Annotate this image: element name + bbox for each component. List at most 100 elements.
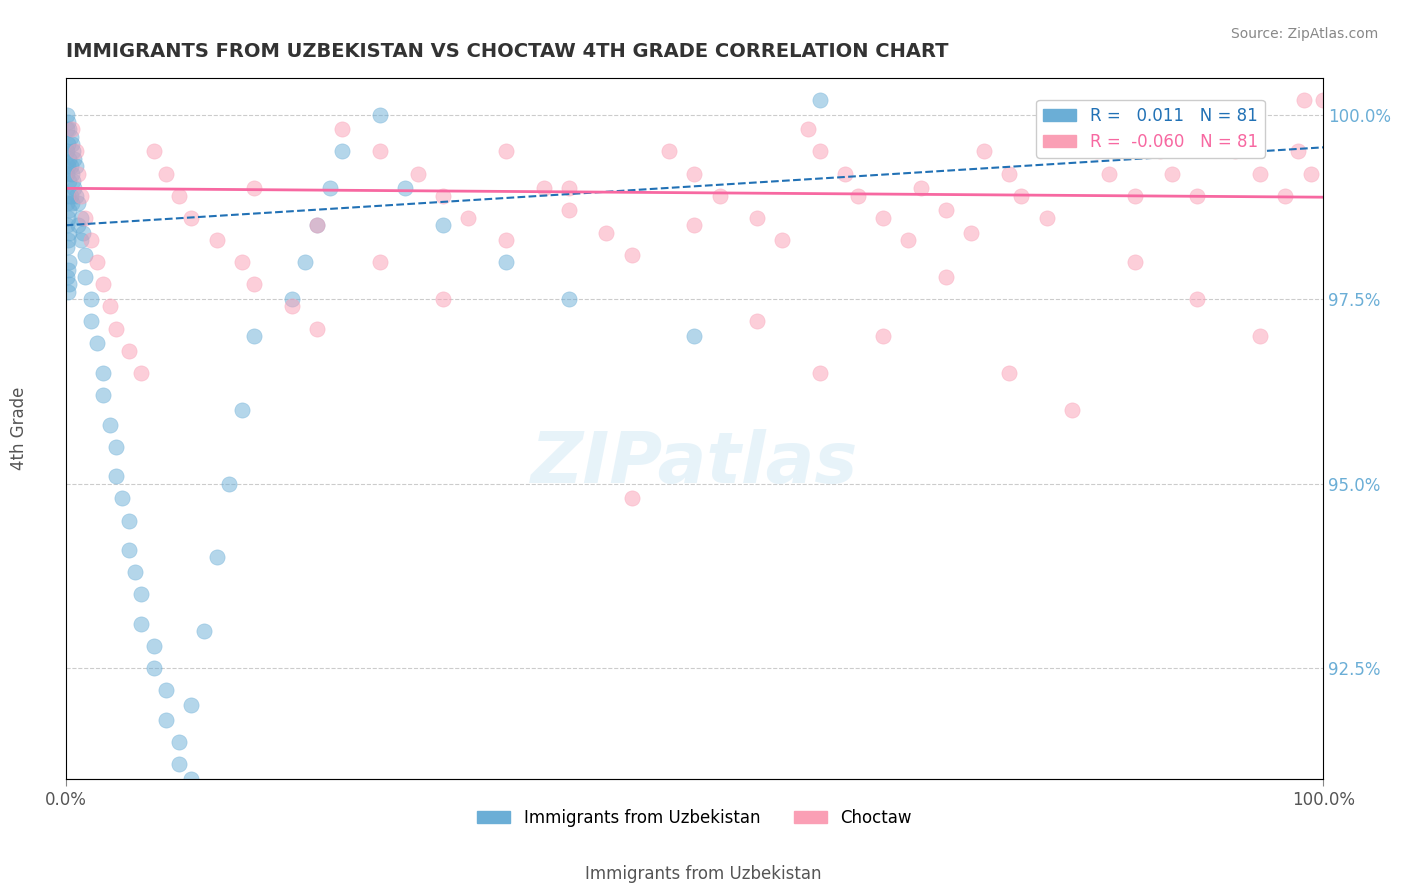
Point	[307, 219, 329, 233]
Point	[56, 219, 79, 233]
Point	[58, 233, 80, 247]
Point	[1187, 292, 1209, 306]
Point	[93, 388, 115, 402]
Point	[231, 402, 253, 417]
Point	[557, 203, 579, 218]
Point	[93, 277, 115, 292]
Point	[180, 772, 202, 786]
Point	[846, 188, 869, 202]
Point	[60, 122, 83, 136]
Point	[56, 107, 79, 121]
Point	[73, 248, 96, 262]
Point	[432, 292, 454, 306]
Point	[65, 145, 87, 159]
Point	[62, 174, 84, 188]
Point	[205, 233, 228, 247]
Point	[80, 233, 103, 247]
Point	[58, 115, 80, 129]
Point	[93, 366, 115, 380]
Point	[1274, 188, 1296, 202]
Point	[67, 196, 90, 211]
Point	[155, 167, 177, 181]
Point	[935, 269, 957, 284]
Point	[167, 735, 190, 749]
Point	[56, 145, 79, 159]
Point	[432, 219, 454, 233]
Point	[960, 226, 983, 240]
Point	[897, 233, 920, 247]
Point	[180, 698, 202, 712]
Point	[59, 188, 82, 202]
Point	[117, 514, 139, 528]
Point	[330, 145, 353, 159]
Point	[67, 167, 90, 181]
Point	[872, 329, 894, 343]
Point	[243, 329, 266, 343]
Point	[1187, 188, 1209, 202]
Point	[243, 181, 266, 195]
Point	[56, 240, 79, 254]
Point	[658, 145, 681, 159]
Point	[56, 167, 79, 181]
Point	[1060, 122, 1083, 136]
Point	[58, 226, 80, 240]
Point	[129, 366, 152, 380]
Point	[1149, 145, 1171, 159]
Point	[155, 683, 177, 698]
Point	[142, 661, 165, 675]
Point	[58, 203, 80, 218]
Point	[98, 417, 121, 432]
Point	[1123, 255, 1146, 269]
Point	[63, 152, 86, 166]
Point	[1299, 167, 1322, 181]
Point	[1286, 145, 1309, 159]
Point	[595, 226, 617, 240]
Point	[432, 188, 454, 202]
Point	[80, 314, 103, 328]
Point	[910, 181, 932, 195]
Point	[683, 329, 706, 343]
Text: Immigrants from Uzbekistan: Immigrants from Uzbekistan	[585, 865, 821, 883]
Point	[63, 181, 86, 195]
Point	[1161, 167, 1184, 181]
Point	[65, 188, 87, 202]
Point	[709, 188, 731, 202]
Text: ZIPatlas: ZIPatlas	[530, 429, 858, 498]
Point	[457, 211, 479, 225]
Point	[231, 255, 253, 269]
Point	[104, 469, 127, 483]
Point	[104, 321, 127, 335]
Point	[1085, 145, 1108, 159]
Point	[557, 181, 579, 195]
Point	[86, 336, 108, 351]
Point	[1060, 402, 1083, 417]
Point	[65, 159, 87, 173]
Point	[69, 233, 91, 247]
Point	[59, 129, 82, 144]
Point	[167, 188, 190, 202]
Point	[1212, 122, 1234, 136]
Point	[533, 181, 555, 195]
Point	[73, 211, 96, 225]
Point	[796, 122, 818, 136]
Point	[58, 262, 80, 277]
Point	[58, 285, 80, 299]
Point	[56, 122, 79, 136]
Point	[58, 159, 80, 173]
Point	[683, 219, 706, 233]
Point	[80, 292, 103, 306]
Point	[129, 587, 152, 601]
Point	[281, 300, 304, 314]
Point	[368, 107, 391, 121]
Point	[60, 136, 83, 151]
Point	[60, 167, 83, 181]
Point	[98, 300, 121, 314]
Point	[1123, 188, 1146, 202]
Point	[872, 211, 894, 225]
Point	[808, 93, 831, 107]
Legend: Immigrants from Uzbekistan, Choctaw: Immigrants from Uzbekistan, Choctaw	[471, 803, 918, 834]
Point	[142, 639, 165, 653]
Point	[1249, 167, 1271, 181]
Point	[808, 366, 831, 380]
Point	[58, 188, 80, 202]
